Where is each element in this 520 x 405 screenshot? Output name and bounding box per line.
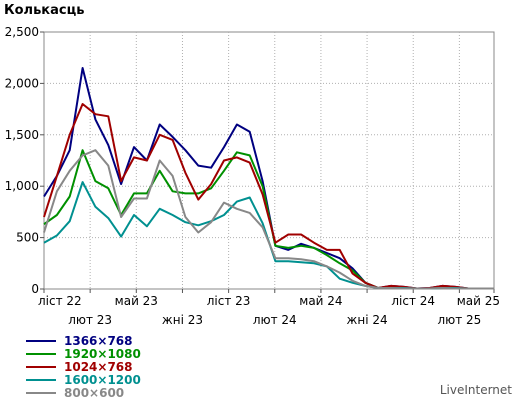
legend-label: 1600×1200 xyxy=(64,373,141,387)
legend-label: 800×600 xyxy=(64,386,124,400)
x-tick-label: май 24 xyxy=(299,294,342,308)
series-line-800×600 xyxy=(43,149,494,290)
x-tick-label: лют 24 xyxy=(253,313,297,327)
x-tick-label: ліст 24 xyxy=(391,294,435,308)
y-tick-label: 2,500 xyxy=(5,25,39,39)
x-tick-label: лют 25 xyxy=(437,313,481,327)
plot-area xyxy=(43,31,495,290)
x-tick-label: жні 23 xyxy=(162,313,203,327)
grid-lines xyxy=(44,32,494,289)
legend-label: 1024×768 xyxy=(64,360,133,374)
y-tick-label: 2,000 xyxy=(5,76,39,90)
legend-label: 1920×1080 xyxy=(64,347,141,361)
y-axis-ticks: 0 500 1,000 1,500 2,000 2,500 xyxy=(5,25,44,296)
y-tick-label: 1,500 xyxy=(5,128,39,142)
x-tick-label: жні 24 xyxy=(347,313,388,327)
y-tick-label: 500 xyxy=(16,231,39,245)
x-tick-label: ліст 23 xyxy=(207,294,251,308)
x-tick-label: май 25 xyxy=(457,294,500,308)
x-tick-label: лют 23 xyxy=(68,313,112,327)
y-tick-label: 0 xyxy=(31,282,39,296)
y-axis-title: Колькасць xyxy=(4,3,85,18)
brand-label: LiveInternet xyxy=(439,383,512,397)
legend: 1366×7681920×10801024×7681600×1200800×60… xyxy=(26,334,141,400)
x-tick-label: май 23 xyxy=(115,294,158,308)
y-tick-label: 1,000 xyxy=(5,179,39,193)
series-lines xyxy=(43,67,494,290)
legend-label: 1366×768 xyxy=(64,334,133,348)
x-tick-label: ліст 22 xyxy=(38,294,82,308)
